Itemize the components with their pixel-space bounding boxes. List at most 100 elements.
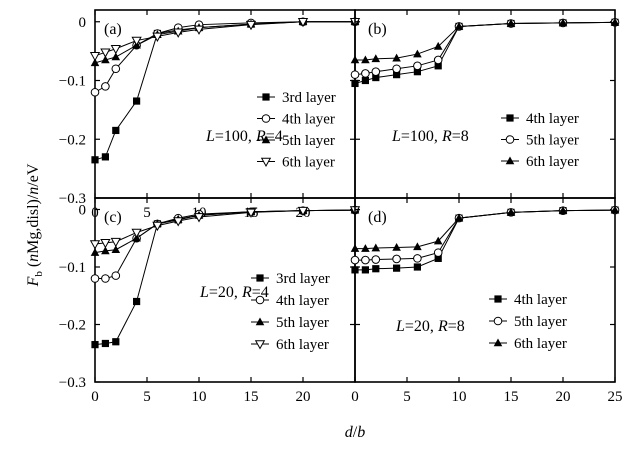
panel-annotation: L=100, R=4 [205,128,283,145]
data-point [131,228,142,239]
legend-marker [260,157,272,168]
x-tick-label: 0 [351,389,359,405]
x-tick-label: 0 [91,389,99,405]
data-point [558,18,568,27]
data-point [110,44,121,55]
y-tick-label: −0.2 [59,132,86,148]
x-tick-label: 25 [608,389,623,405]
series-line [355,209,616,250]
y-axis-title: Fb (nMg,disl)/n/eV [25,163,45,287]
annotation-part: R [241,284,252,301]
series-line [95,209,356,279]
data-point [506,19,516,27]
series-line [355,21,616,61]
data-point [152,32,163,42]
data-point [350,255,360,265]
legend-marker [505,156,515,165]
data-point [413,254,422,263]
data-point [361,76,369,85]
series-line [94,21,355,93]
data-point [433,55,443,65]
x-axis-title: d/b [345,424,365,441]
data-point [100,48,111,58]
legend-label: 5th layer [526,133,579,149]
data-point [350,244,360,252]
panel-tag: (b) [368,21,387,38]
panel-annotation: L=100, R=8 [391,128,469,145]
series-line [94,209,356,245]
panel-tag: (a) [104,21,122,38]
x-tick-label: 5 [143,389,151,405]
data-point [193,25,205,35]
annotation-part: L [199,284,209,301]
series-line [94,21,355,57]
data-point [454,21,464,30]
y-axis-title-paren: ( [25,262,42,271]
legend-marker [494,295,502,303]
legend-marker [261,114,271,123]
y-tick-label: −0.1 [59,260,86,276]
data-point [371,243,381,252]
data-point [131,36,142,47]
data-point [610,205,620,214]
data-point [193,213,205,223]
legend-marker [261,135,271,144]
data-point [111,52,121,61]
series-line [355,209,616,261]
data-point [351,266,359,274]
panel-tag: (c) [104,209,122,226]
data-point [245,20,257,31]
legend-label: 5th layer [514,314,567,330]
data-point [413,242,422,251]
legend-label: 6th layer [526,154,579,170]
y-tick-label: −0.3 [59,375,86,391]
data-point [297,17,309,28]
legend-label: 5th layer [282,133,335,149]
y-axis-title-mid: Mg,disl)/ [25,194,42,254]
annotation-part: =100, [401,128,442,145]
data-point [371,255,381,264]
legend-label: 6th layer [514,336,567,352]
data-point [371,67,381,76]
data-point [371,54,381,63]
legend-label: 6th layer [276,337,329,353]
data-point [372,73,380,82]
y-tick-label: −0.3 [59,191,86,207]
legend-label: 3rd layer [276,271,330,287]
legend-marker [505,135,515,144]
x-axis-title-d: d [345,424,354,441]
annotation-part: R [437,318,448,335]
legend-label: 3rd layer [282,90,336,106]
data-point [361,244,370,252]
legend-label: 4th layer [526,111,579,127]
data-point [111,271,121,280]
legend-marker [256,274,264,282]
data-point [101,55,110,64]
data-point [111,64,121,74]
series-4 [89,206,361,250]
y-axis-title-n: n [25,254,42,262]
series-1 [351,18,619,88]
data-point [433,41,443,50]
data-point [350,55,360,64]
data-point [90,248,100,256]
data-point [133,297,141,306]
x-tick-label: 5 [403,389,411,405]
data-point [112,126,120,135]
series-2 [350,18,620,79]
annotation-part: =4 [252,284,269,301]
data-point [413,49,422,58]
panel-frame [354,197,616,383]
data-point [361,55,370,64]
data-point [361,255,370,265]
annotation-part: =8 [448,318,465,335]
series-3 [350,17,620,64]
data-point [610,17,620,26]
panel-2: (b) L=100, R=8 4th layer 5th layer 6th layer [350,9,620,199]
x-axis-title-slash: / [353,424,358,441]
data-point [101,246,110,255]
data-point [297,206,309,217]
data-point [506,207,516,216]
data-point [133,97,141,105]
